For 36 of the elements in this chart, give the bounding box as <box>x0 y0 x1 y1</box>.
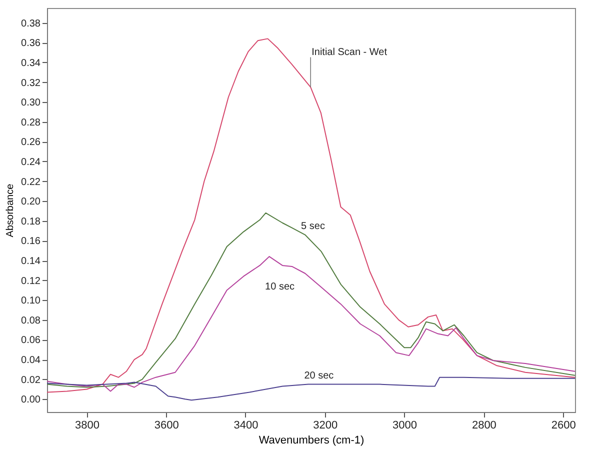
y-tick-label: 0.18 <box>21 216 41 228</box>
x-tick-label: 3600 <box>154 420 179 432</box>
y-axis-title: Absorbance <box>5 183 16 238</box>
y-tick-label: 0.08 <box>21 315 41 326</box>
y-tick-label: 0.30 <box>21 98 41 109</box>
y-tick-label: 0.10 <box>21 296 41 307</box>
y-tick-label: 0.38 <box>21 18 41 30</box>
x-tick-label: 3000 <box>392 420 418 432</box>
y-tick-label: 0.26 <box>21 137 41 148</box>
series-label: 5 sec <box>301 220 325 232</box>
series-label: 10 sec <box>265 281 295 292</box>
y-tick-label: 0.12 <box>21 276 41 287</box>
y-tick-label: 0.34 <box>21 58 41 69</box>
y-tick-label: 0.06 <box>21 335 41 346</box>
x-tick-label: 3800 <box>74 420 100 432</box>
x-tick-label: 2800 <box>472 420 496 432</box>
y-tick-label: 0.04 <box>21 355 41 366</box>
y-tick-label: 0.14 <box>21 256 41 267</box>
y-tick-label: 0.36 <box>21 38 41 50</box>
y-tick-label: 0.00 <box>21 394 41 406</box>
x-tick-label: 3200 <box>313 420 338 432</box>
line-series <box>47 212 575 388</box>
y-tick-label: 0.24 <box>21 156 41 168</box>
series-label: 20 sec <box>304 370 334 382</box>
line-series <box>47 256 575 392</box>
y-tick-label: 0.22 <box>21 176 41 188</box>
y-tick-label: 0.16 <box>21 236 41 248</box>
y-tick-label: 0.28 <box>21 117 41 128</box>
x-tick-label: 2600 <box>551 420 576 432</box>
series-label: Initial Scan - Wet <box>312 47 388 58</box>
line-series <box>47 38 575 393</box>
y-tick-label: 0.02 <box>21 374 41 386</box>
x-axis-title: Wavenumbers (cm-1) <box>258 434 364 446</box>
y-tick-label: 0.20 <box>21 196 41 208</box>
y-tick-label: 0.32 <box>21 78 41 89</box>
x-tick-label: 3400 <box>234 420 258 432</box>
